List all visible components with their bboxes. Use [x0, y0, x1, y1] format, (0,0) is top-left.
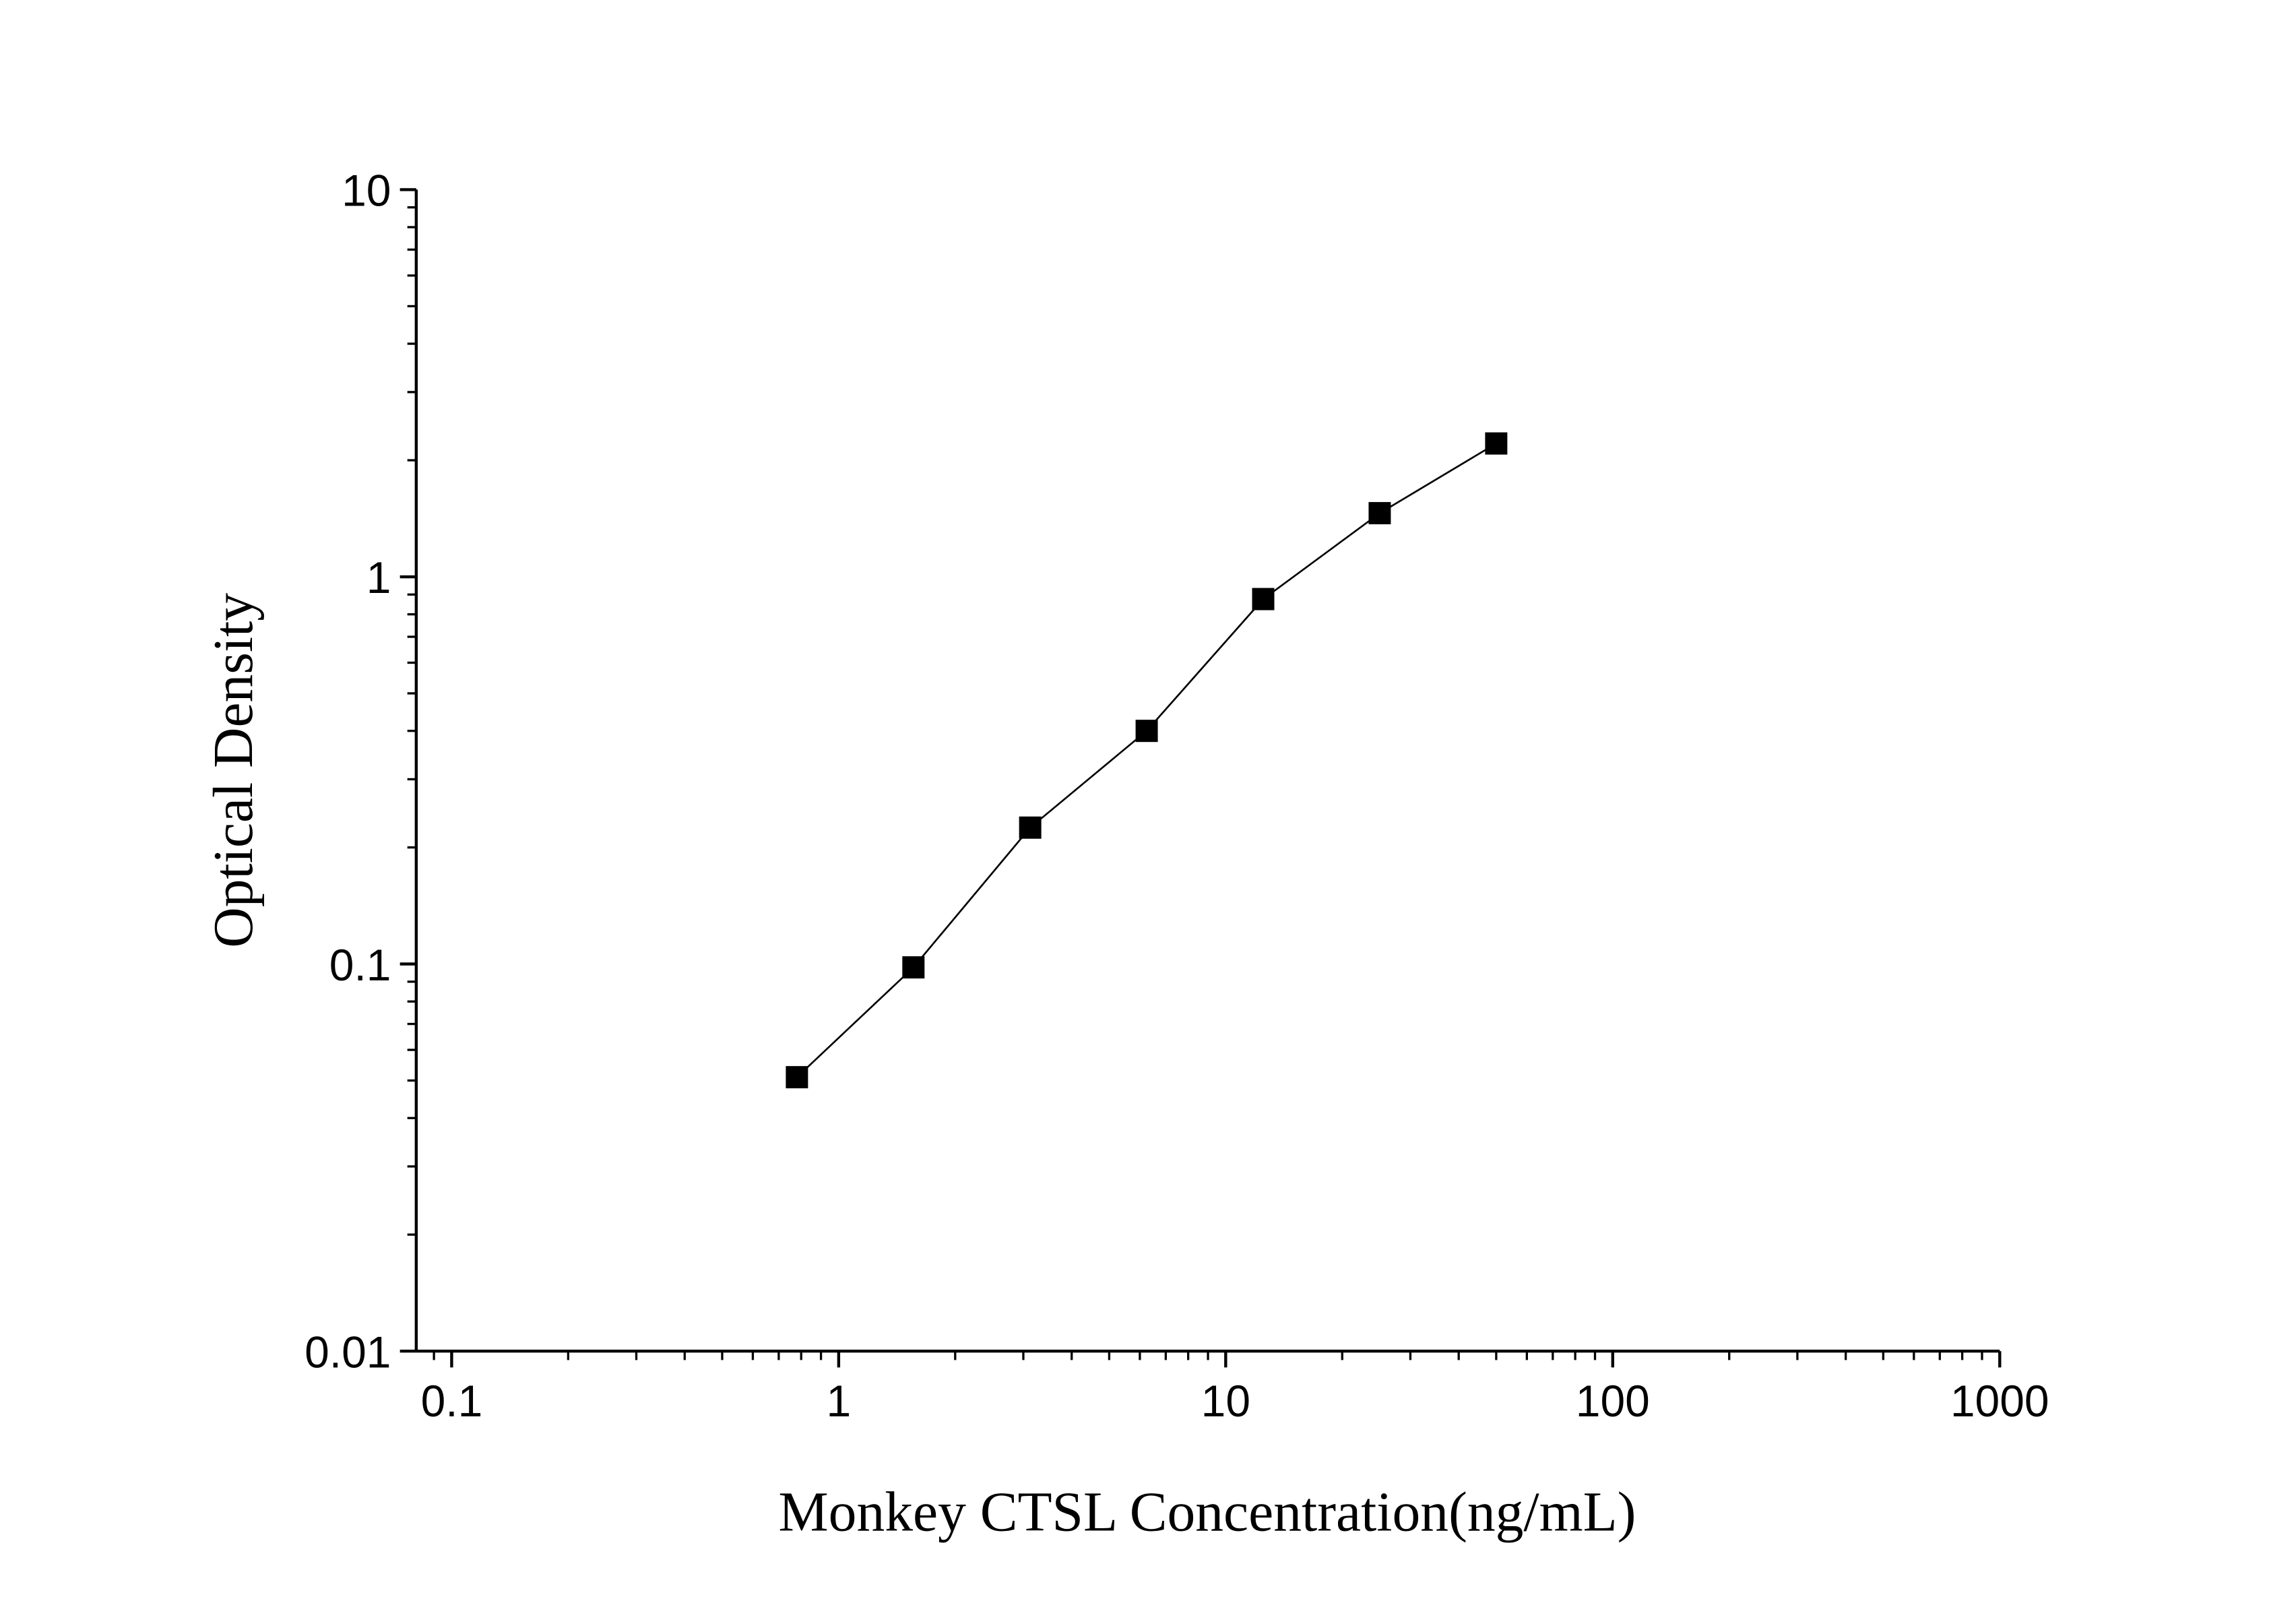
fit-line — [796, 443, 1497, 1078]
y-tick-label: 1 — [366, 553, 391, 602]
data-point — [1019, 816, 1042, 839]
x-axis-title: Monkey CTSL Concentration(ng/mL) — [778, 1481, 1636, 1543]
data-point — [1485, 432, 1508, 455]
x-tick-label: 10 — [1201, 1376, 1250, 1426]
y-tick-label: 0.01 — [305, 1327, 391, 1377]
data-point — [1135, 720, 1158, 743]
data-point — [902, 956, 925, 979]
data-point — [1368, 502, 1391, 525]
x-tick-label: 1 — [827, 1376, 852, 1426]
axes: 0.1 1 10 100 1000 0.01 0.1 1 10 — [305, 166, 2049, 1426]
data-point — [786, 1066, 808, 1089]
y-tick-label: 10 — [342, 166, 391, 216]
data-point — [1252, 588, 1275, 610]
y-tick-label: 0.1 — [329, 940, 391, 990]
x-tick-label: 100 — [1576, 1376, 1650, 1426]
y-axis-title: Optical Density — [203, 593, 265, 948]
series — [786, 432, 1508, 1089]
x-tick-label: 0.1 — [421, 1376, 483, 1426]
x-tick-label: 1000 — [1950, 1376, 2049, 1426]
